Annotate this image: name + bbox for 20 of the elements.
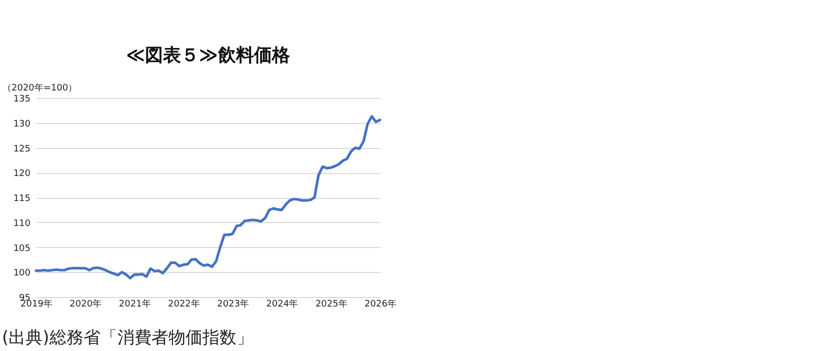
chart-title: ≪図表５≫飲料価格 [126,45,291,66]
y-tick-label: 100 [13,268,31,279]
x-tick-label: 2026年 [364,298,396,310]
y-tick-label: 105 [13,244,30,254]
text: (出典)総務省「消費者物価指数」 [2,327,254,349]
x-tick-label: 2023年 [217,298,250,310]
x-tick-label: 2020年 [70,298,102,310]
y-tick-label: 125 [13,144,30,154]
y-axis-title: （2020年=100） [2,82,78,94]
x-tick-label: 2024年 [266,298,298,310]
x-tick-label: 2025年 [315,298,348,310]
y-tick-label: 135 [13,94,30,104]
line-series [34,115,382,280]
x-tick-label: 2022年 [168,298,200,310]
x-tick-label: 2019年 [20,298,52,310]
y-tick-label: 110 [13,218,31,229]
x-tick-label: 2021年 [118,298,151,310]
y-tick-label: 120 [13,169,31,180]
y-tick-label: 130 [13,119,31,130]
y-tick-label: 115 [13,194,30,204]
